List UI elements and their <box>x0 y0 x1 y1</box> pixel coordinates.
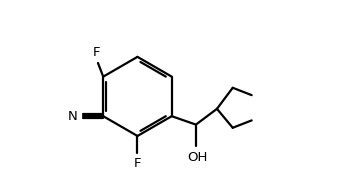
Text: F: F <box>93 46 101 59</box>
Text: OH: OH <box>187 151 207 164</box>
Text: N: N <box>68 110 78 123</box>
Text: F: F <box>134 157 141 170</box>
